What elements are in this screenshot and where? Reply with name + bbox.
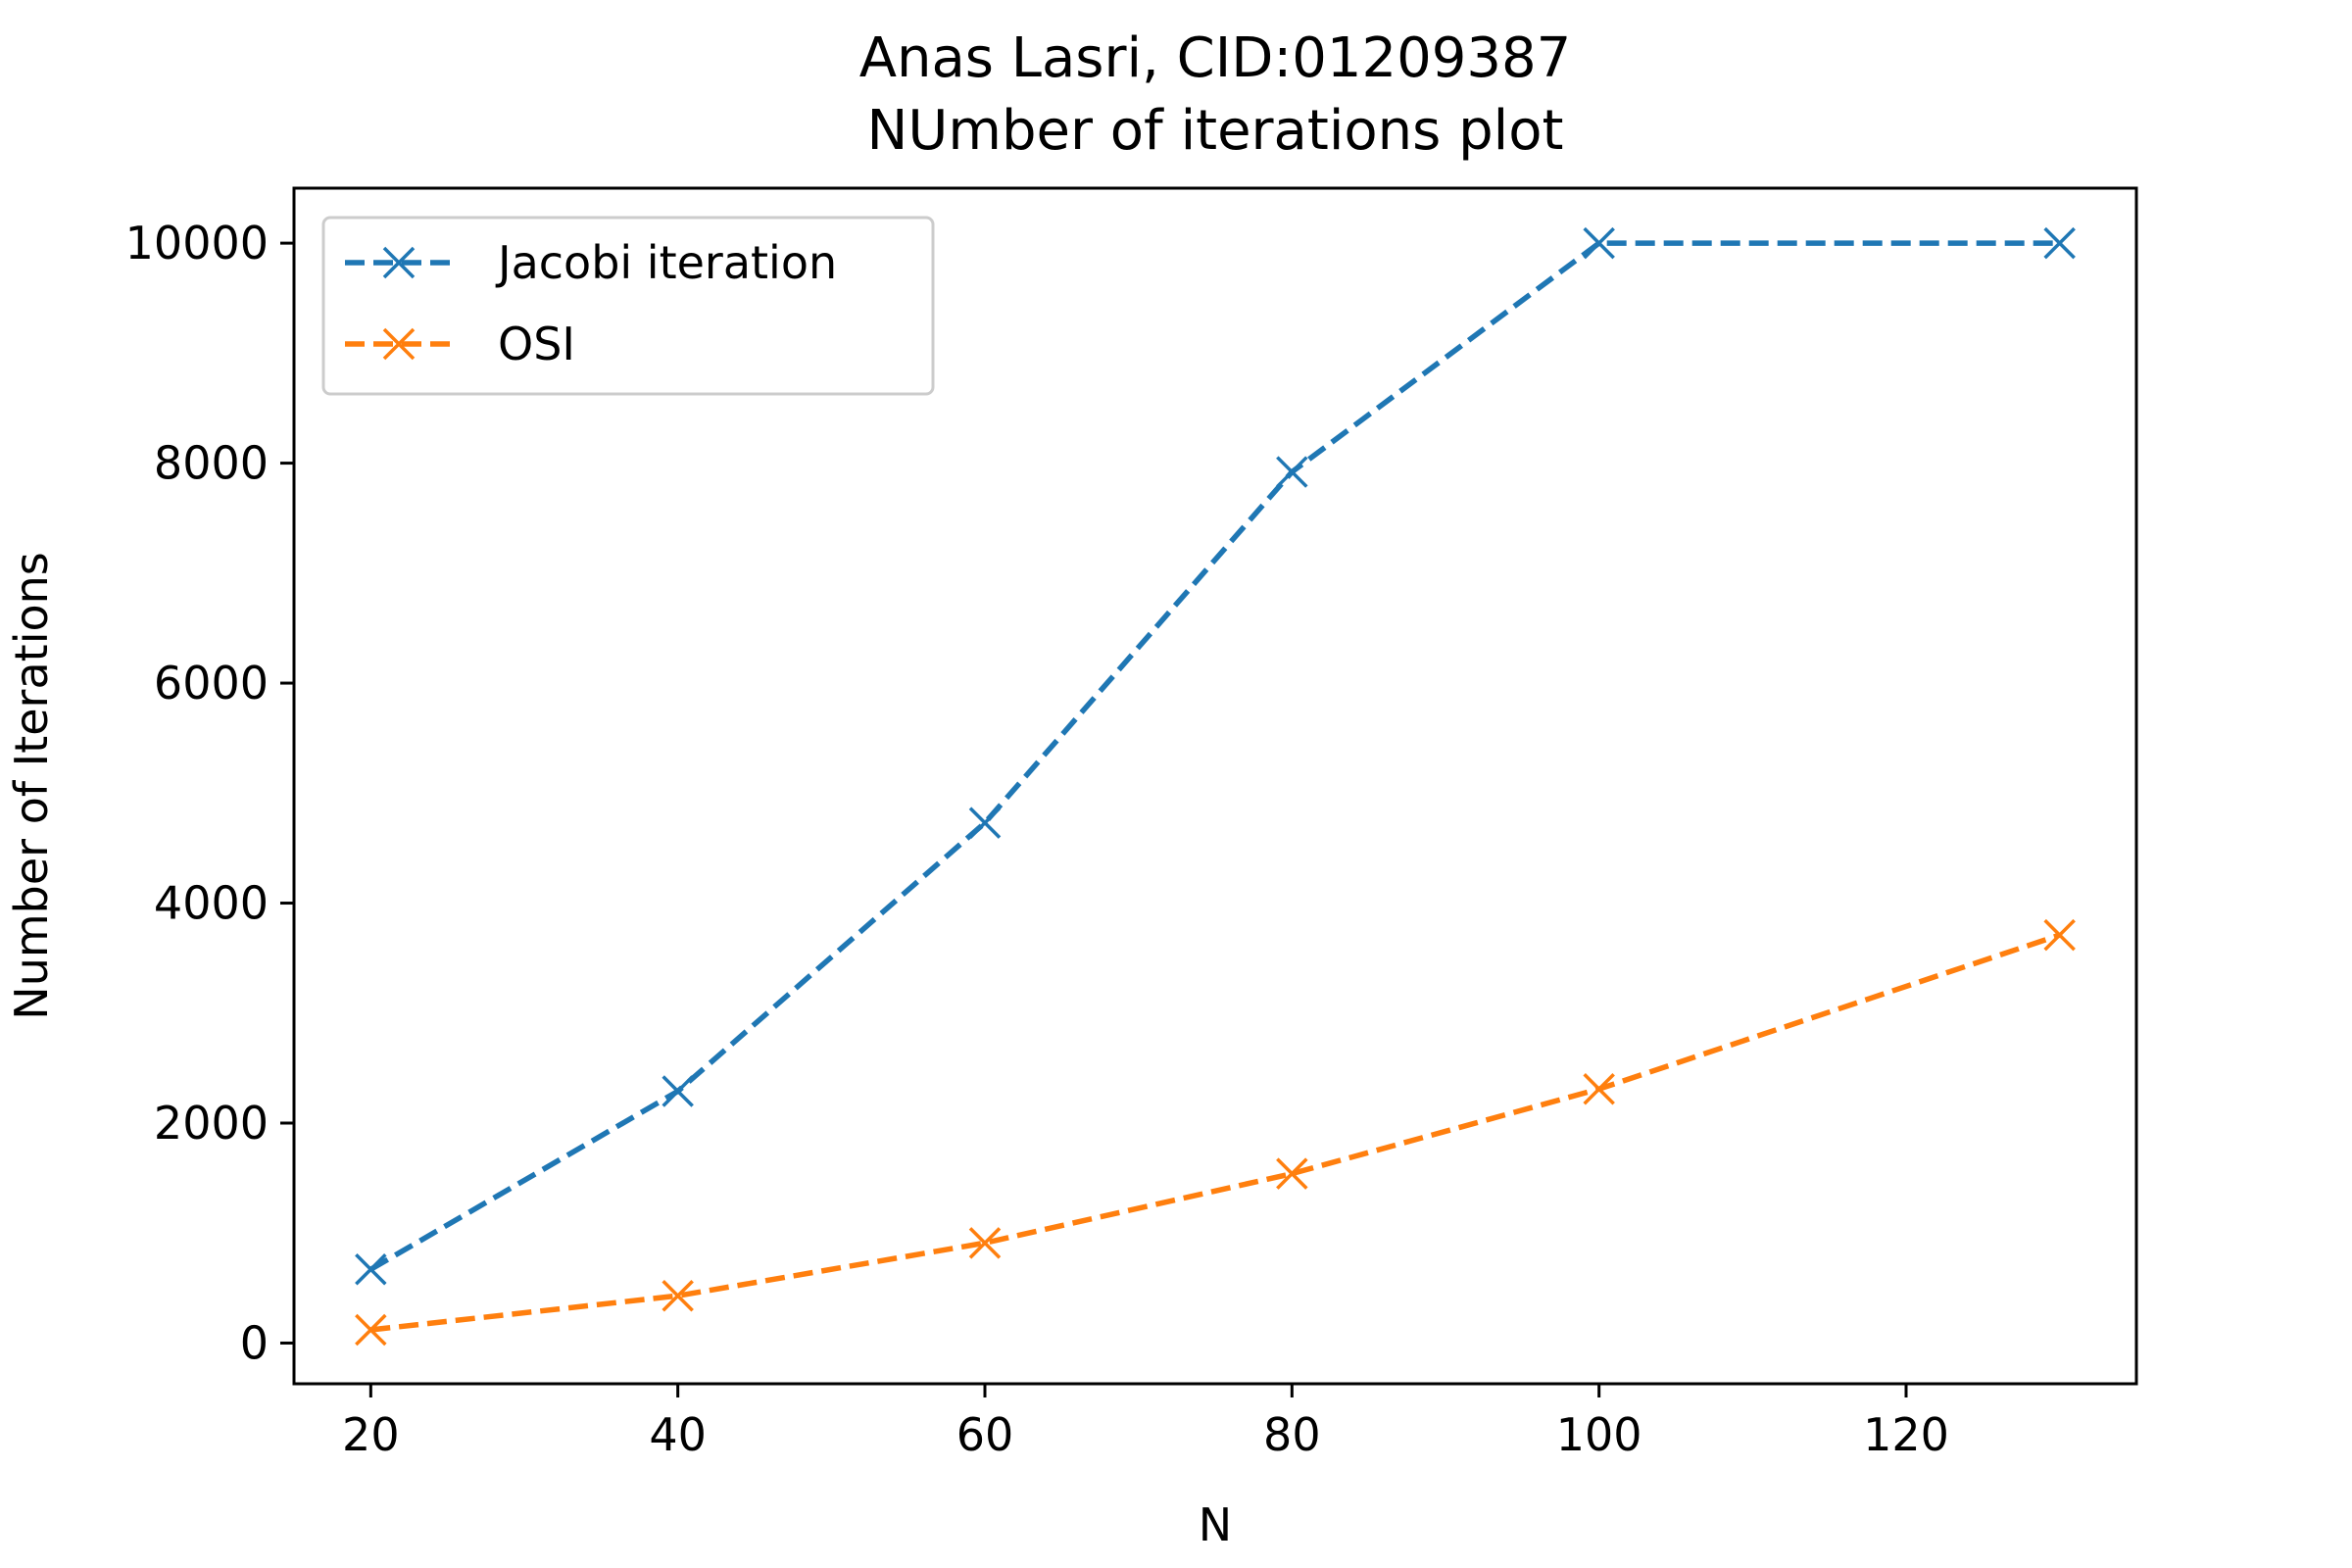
legend-label: Jacobi iteration [495, 236, 837, 289]
x-axis-label: N [1199, 1498, 1232, 1551]
series-layer [355, 226, 2076, 1347]
series-line [368, 240, 2060, 1272]
plot-frame [292, 186, 2138, 1386]
x-tick-label: 100 [1556, 1408, 1642, 1461]
series-1 [355, 918, 2076, 1347]
series-line [369, 932, 2061, 1333]
x-tick-label: 20 [342, 1408, 400, 1461]
x-axis: 20 40 60 80 100 120 [342, 1384, 1949, 1461]
data-point [968, 1227, 1002, 1259]
series-0 [355, 226, 2076, 1286]
data-point [1276, 1157, 1308, 1190]
legend-marker [382, 327, 416, 361]
y-tick-label: 4000 [154, 877, 269, 930]
legend-entry: OSI [345, 318, 575, 370]
y-tick-label: 0 [240, 1316, 269, 1369]
y-tick-label: 10000 [125, 217, 269, 270]
data-point [662, 1075, 694, 1107]
chart-title: Anas Lasri, CID:01209387 [859, 26, 1572, 90]
data-point [2043, 918, 2076, 952]
y-axis-label: Number of Iterations [5, 552, 58, 1019]
y-tick-label: 8000 [154, 437, 269, 490]
legend-box [321, 216, 935, 396]
chart-subtitle: NUmber of iterations plot [867, 99, 1564, 163]
data-point [662, 1279, 694, 1312]
x-tick-label: 80 [1263, 1408, 1321, 1461]
x-tick-label: 40 [649, 1408, 707, 1461]
data-point [355, 1313, 387, 1347]
data-point [968, 807, 1002, 839]
legend: Jacobi iteration OSI [321, 216, 935, 396]
y-tick-label: 2000 [154, 1097, 269, 1150]
y-axis: 0 2000 4000 6000 8000 10000 [125, 217, 294, 1369]
x-tick-label: 120 [1863, 1408, 1949, 1461]
y-tick-label: 6000 [154, 657, 269, 710]
data-point [1276, 456, 1308, 488]
legend-marker [382, 246, 416, 279]
data-point [355, 1253, 387, 1286]
x-tick-label: 60 [956, 1408, 1014, 1461]
legend-label: OSI [498, 318, 575, 370]
data-point [2043, 226, 2076, 260]
data-point [1583, 226, 1615, 260]
data-point [1583, 1072, 1615, 1105]
legend-entry: Jacobi iteration [345, 236, 837, 289]
